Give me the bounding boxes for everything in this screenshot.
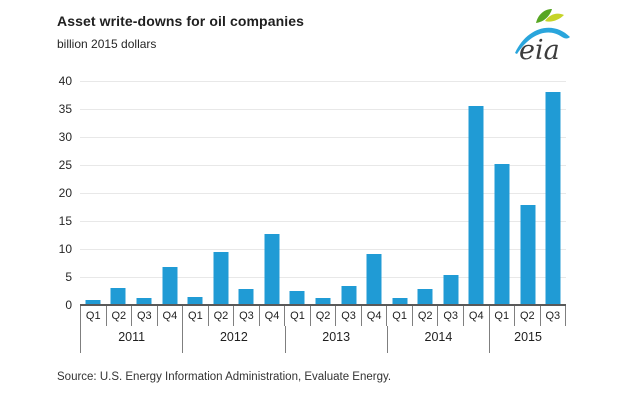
quarter-label: Q1: [182, 306, 208, 326]
bar-column: [361, 81, 387, 305]
year-label: 2011: [80, 326, 182, 353]
y-axis-tick-label: 5: [65, 270, 72, 284]
quarter-label: Q4: [360, 306, 387, 326]
quarter-label: Q3: [437, 306, 463, 326]
bar-column: [285, 81, 311, 305]
bar: [264, 233, 280, 305]
gridline: [80, 192, 566, 194]
bar: [520, 204, 536, 305]
y-axis-tick-label: 25: [58, 158, 72, 172]
quarter-label: Q1: [488, 306, 515, 326]
bars-layer: [80, 81, 566, 305]
y-axis-tick-label: 35: [58, 102, 72, 116]
y-axis-tick-label: 0: [65, 298, 72, 312]
quarter-label: Q2: [207, 306, 234, 326]
quarter-label: Q2: [105, 306, 132, 326]
bar: [545, 92, 561, 305]
quarter-label: Q1: [284, 306, 310, 326]
source-note: Source: U.S. Energy Information Administ…: [57, 371, 392, 383]
bar: [187, 297, 203, 305]
quarter-label: Q3: [335, 306, 361, 326]
gridline: [80, 164, 566, 166]
chart-subtitle: billion 2015 dollars: [57, 37, 157, 51]
y-axis-tick-label: 30: [58, 130, 72, 144]
quarter-label: Q2: [514, 306, 540, 326]
bar-column: [208, 81, 234, 305]
bar: [392, 297, 408, 305]
year-label: 2013: [284, 326, 387, 353]
bar-column: [387, 81, 413, 305]
quarter-label: Q4: [462, 306, 489, 326]
quarter-label: Q1: [80, 306, 106, 326]
y-axis-tick-label: 20: [58, 186, 72, 200]
bar-column: [464, 81, 490, 305]
bar: [443, 274, 459, 305]
quarter-label: Q3: [539, 306, 567, 326]
bar-column: [515, 81, 541, 305]
bar-chart-plot-area: 0 5 10 15 20 25 30 35 40: [59, 74, 566, 312]
bar: [289, 291, 305, 305]
gridline: [80, 80, 566, 82]
bar-column: [80, 81, 106, 305]
x-axis-year-labels: 2011 2012 2013 2014 2015: [80, 326, 566, 353]
gridline: [80, 220, 566, 222]
bar: [417, 288, 433, 305]
bar: [341, 285, 357, 305]
quarter-label: Q2: [411, 306, 438, 326]
quarter-label: Q2: [309, 306, 336, 326]
bar: [110, 287, 126, 305]
eia-logo-text: eia: [519, 35, 560, 66]
quarter-label: Q3: [233, 306, 259, 326]
bar-column: [540, 81, 566, 305]
logo-leaf-green: [536, 9, 552, 23]
bar: [366, 254, 382, 305]
bar-column: [106, 81, 132, 305]
bar: [494, 164, 510, 305]
bar-column: [438, 81, 464, 305]
bar-column: [233, 81, 259, 305]
gridline: [80, 108, 566, 110]
y-axis-tick-label: 15: [58, 214, 72, 228]
bar: [136, 298, 152, 305]
year-label: 2014: [386, 326, 489, 353]
gridline: [80, 136, 566, 138]
logo-swoosh-blue: [515, 27, 570, 54]
gridline: [80, 276, 566, 278]
bar-column: [413, 81, 439, 305]
bar-column: [336, 81, 362, 305]
quarter-label: Q3: [131, 306, 157, 326]
x-axis-line: [80, 304, 566, 306]
year-label: 2015: [489, 326, 566, 353]
eia-logo-graphic: eia: [515, 9, 570, 66]
quarter-label: Q4: [258, 306, 285, 326]
y-axis-tick-label: 10: [58, 242, 72, 256]
quarter-label: Q1: [386, 306, 412, 326]
bar-column: [131, 81, 157, 305]
bar: [162, 266, 178, 305]
bar-column: [259, 81, 285, 305]
x-axis-quarter-labels: Q1 Q2 Q3 Q4 Q1 Q2 Q3 Q4 Q1 Q2 Q3 Q4 Q1 Q2 Q3 Q4 Q1 Q2 Q3: [80, 306, 567, 326]
bar: [468, 105, 484, 305]
logo-leaf-yellow: [545, 13, 564, 22]
bar-column: [489, 81, 515, 305]
bar: [213, 252, 229, 305]
bar: [315, 297, 331, 305]
year-label: 2012: [182, 326, 284, 353]
gridline: [80, 248, 566, 250]
bar: [85, 299, 101, 305]
bar-column: [182, 81, 208, 305]
bar: [238, 288, 254, 305]
y-axis-tick-label: 40: [58, 74, 72, 88]
bar-column: [310, 81, 336, 305]
chart-title: Asset write-downs for oil companies: [57, 13, 304, 29]
eia-logo: eia: [508, 6, 574, 68]
quarter-label: Q4: [156, 306, 183, 326]
bar-column: [157, 81, 183, 305]
